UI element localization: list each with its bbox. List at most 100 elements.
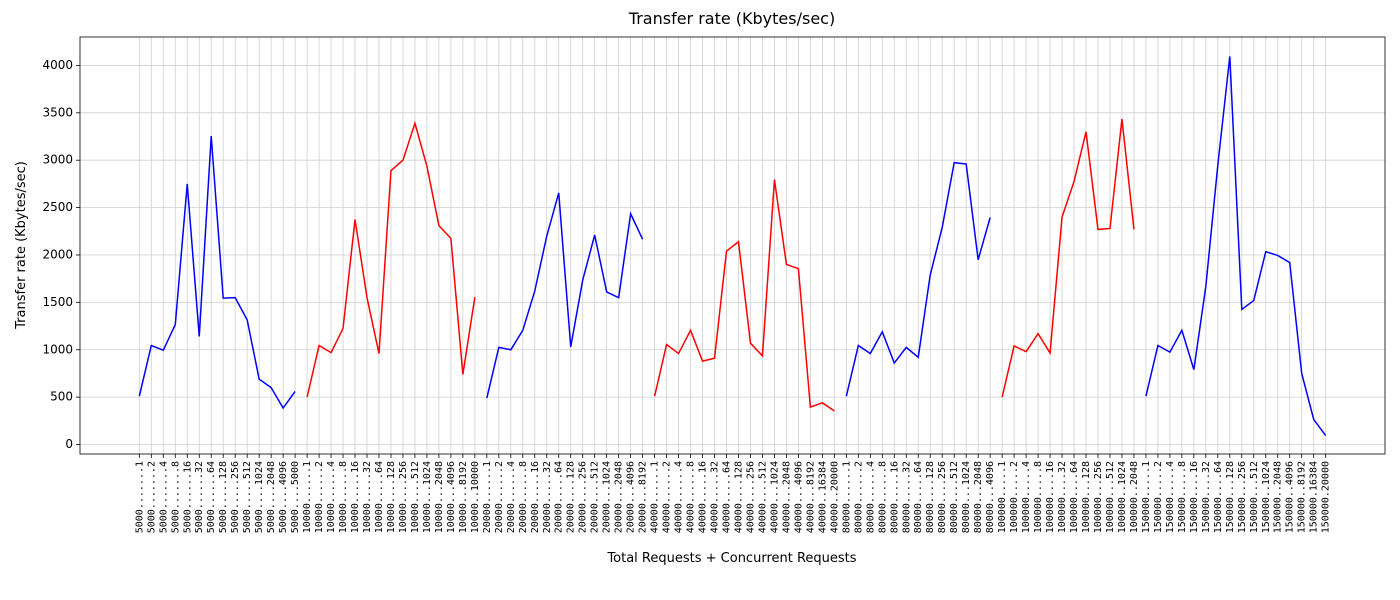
x-tick-label: 80000.....64	[913, 461, 924, 533]
x-tick-label: 150000.16384	[1309, 461, 1320, 533]
x-tick-label: 100000.....4	[1021, 461, 1032, 533]
x-tick-label: 150000...512	[1249, 461, 1260, 533]
x-tick-label: 150000....16	[1189, 461, 1200, 533]
x-tick-label: 80000....128	[925, 461, 936, 533]
x-tick-label: 150000....64	[1213, 461, 1224, 533]
x-tick-label: 80000......4	[865, 461, 876, 533]
x-tick-label: 20000......4	[506, 461, 517, 533]
x-tick-label: 40000.....64	[722, 461, 733, 533]
x-tick-label: 20000...2048	[614, 461, 625, 533]
x-tick-label: 80000.....32	[901, 461, 912, 533]
x-tick-label: 40000......4	[674, 461, 685, 533]
x-tick-label: 10000...4096	[446, 461, 457, 533]
x-tick-label: 5000....4096	[278, 461, 289, 533]
x-tick-label: 100000....16	[1045, 461, 1056, 533]
x-tick-label: 20000...8192	[638, 461, 649, 533]
x-tick-label: 10000.....32	[362, 461, 373, 533]
x-tick-label: 5000.....512	[242, 461, 253, 533]
x-tick-label: 10000....128	[386, 461, 397, 533]
x-tick-label: 20000......2	[494, 461, 505, 533]
y-tick-label: 500	[50, 390, 73, 404]
x-tick-label: 10000....512	[410, 461, 421, 533]
x-tick-label: 20000.....16	[530, 461, 541, 533]
x-tick-label: 40000......2	[662, 461, 673, 533]
data-line	[845, 161, 991, 397]
x-tick-label: 150000..2048	[1273, 461, 1284, 533]
x-tick-label: 5000.....128	[218, 461, 229, 533]
x-axis-label: Total Requests + Concurrent Requests	[606, 551, 856, 566]
x-tick-label: 150000..1024	[1261, 461, 1272, 533]
x-tick-label: 5000.......4	[158, 461, 169, 533]
plot-frame	[79, 36, 1386, 455]
x-tick-label: 20000......8	[518, 461, 529, 533]
y-tick-label: 0	[65, 437, 73, 451]
x-tick-label: 150000..8192	[1297, 461, 1308, 533]
x-tick-label: 150000.....4	[1165, 461, 1176, 533]
x-tick-label: 20000....512	[590, 461, 601, 533]
x-tick-label: 40000....256	[745, 461, 756, 533]
data-line	[1001, 118, 1135, 398]
x-tick-label: 40000..16384	[817, 461, 828, 533]
y-axis-label: Transfer rate (Kbytes/sec)	[14, 161, 29, 330]
y-tick-label: 2000	[42, 247, 73, 261]
x-tick-label: 100000....32	[1057, 461, 1068, 533]
x-tick-label: 80000......8	[877, 461, 888, 533]
x-tick-label: 20000.....32	[542, 461, 553, 533]
y-tick-label: 1000	[42, 342, 73, 356]
x-tick-label: 5000.....256	[230, 461, 241, 533]
x-tick-label: 20000.....64	[554, 461, 565, 533]
x-tick-label: 100000...512	[1105, 461, 1116, 533]
x-tick-label: 10000...1024	[422, 461, 433, 533]
x-tick-label: 100000...128	[1081, 461, 1092, 533]
data-line	[486, 192, 644, 399]
x-tick-label: 150000..4096	[1285, 461, 1296, 533]
x-tick-label: 100000.....1	[997, 461, 1008, 533]
x-tick-label: 100000....64	[1069, 461, 1080, 533]
x-tick-label: 40000....512	[757, 461, 768, 533]
x-tick-label: 10000......2	[314, 461, 325, 533]
x-tick-label: 100000..1024	[1117, 461, 1128, 533]
x-tick-label: 80000......1	[841, 461, 852, 533]
x-tick-label: 40000....128	[733, 461, 744, 533]
x-tick-label: 40000......8	[686, 461, 697, 533]
y-tick-label: 4000	[42, 58, 73, 72]
x-tick-label: 80000......2	[853, 461, 864, 533]
data-line	[306, 120, 476, 398]
x-tick-label: 80000.....16	[889, 461, 900, 533]
x-tick-label: 80000...2048	[973, 461, 984, 533]
x-tick-label: 10000.....16	[350, 461, 361, 533]
x-tick-label: 5000......16	[182, 461, 193, 533]
x-tick-label: 5000......64	[206, 461, 217, 533]
x-tick-label: 40000...2048	[781, 461, 792, 533]
x-tick-label: 10000..10000	[470, 461, 481, 533]
x-tick-label: 20000....128	[566, 461, 577, 533]
x-tick-label: 40000...4096	[793, 461, 804, 533]
x-tick-label: 10000....256	[398, 461, 409, 533]
y-tick-label: 2500	[42, 200, 73, 214]
x-tick-label: 40000...1024	[769, 461, 780, 533]
x-tick-label: 40000.....32	[710, 461, 721, 533]
y-tick-label: 1500	[42, 295, 73, 309]
x-tick-label: 20000...1024	[602, 461, 613, 533]
x-tick-label: 80000...1024	[961, 461, 972, 533]
x-tick-label: 100000.....2	[1009, 461, 1020, 533]
x-tick-label: 10000......1	[302, 461, 313, 533]
x-tick-label: 150000.....1	[1141, 461, 1152, 533]
x-tick-label: 80000...4096	[985, 461, 996, 533]
data-line	[653, 179, 835, 412]
x-tick-label: 5000....5000	[290, 461, 301, 533]
data-line	[138, 135, 296, 410]
x-tick-label: 100000..2048	[1129, 461, 1140, 533]
data-line	[1145, 56, 1327, 436]
x-tick-label: 5000....2048	[266, 461, 277, 533]
x-tick-label: 10000......4	[326, 461, 337, 533]
y-tick-label: 3000	[42, 153, 73, 167]
x-tick-label: 150000....32	[1201, 461, 1212, 533]
x-tick-label: 10000...8192	[458, 461, 469, 533]
x-tick-label: 40000......1	[650, 461, 661, 533]
chart-title: Transfer rate (Kbytes/sec)	[628, 9, 835, 28]
x-tick-label: 5000......32	[194, 461, 205, 533]
x-tick-label: 100000.....8	[1033, 461, 1044, 533]
x-tick-label: 150000.....2	[1153, 461, 1164, 533]
x-tick-label: 10000...2048	[434, 461, 445, 533]
